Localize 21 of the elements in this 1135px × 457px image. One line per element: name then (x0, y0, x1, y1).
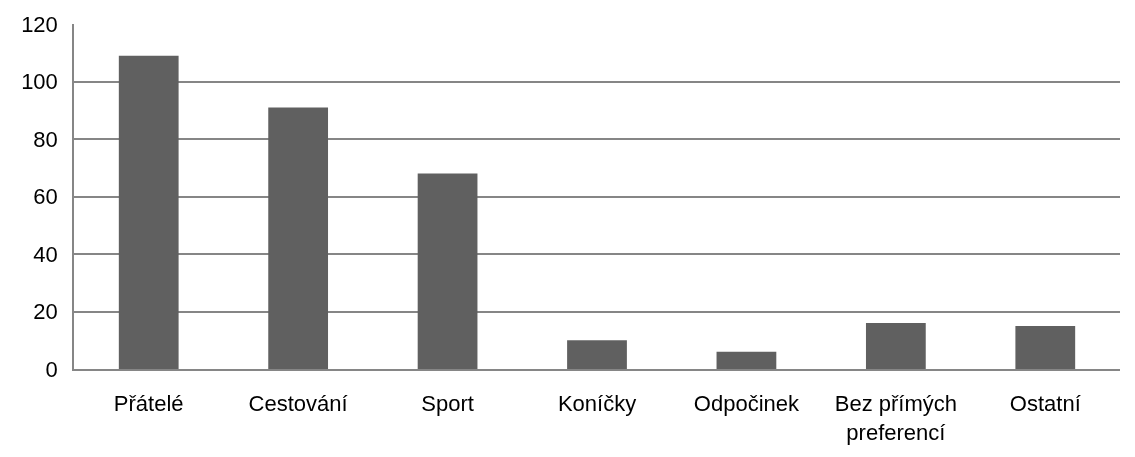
x-tick-label: Odpočinek (693, 391, 801, 417)
y-tick-label: 60 (33, 184, 58, 210)
y-tick-label: 20 (33, 299, 58, 325)
x-tick-label: Ostatní (1009, 391, 1081, 417)
y-tick-label: 40 (33, 241, 58, 267)
y-tick-label: 0 (45, 356, 58, 382)
bar (268, 107, 329, 369)
x-tick-label: Sport (421, 391, 474, 417)
y-tick-label: 120 (21, 11, 58, 37)
y-tick-label: 80 (33, 126, 58, 152)
x-tick-label: Cestování (248, 391, 348, 417)
bar (567, 340, 627, 369)
y-tick-label: 100 (21, 69, 58, 95)
x-tick-label: Koníčky (557, 391, 637, 417)
bar (417, 173, 478, 369)
bar (716, 351, 777, 369)
x-tick-label: Přátelé (113, 391, 184, 417)
bar (118, 55, 179, 369)
bar (865, 323, 926, 369)
x-tick-label: Bez přímých preferencí (834, 391, 957, 445)
bar (1015, 325, 1076, 369)
